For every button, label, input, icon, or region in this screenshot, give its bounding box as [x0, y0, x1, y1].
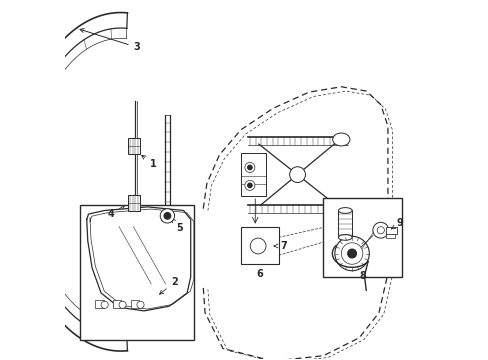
Text: 1: 1: [142, 155, 156, 169]
Ellipse shape: [338, 208, 351, 213]
Circle shape: [244, 162, 254, 172]
Circle shape: [101, 301, 108, 309]
Bar: [338, 211, 351, 237]
Circle shape: [376, 226, 384, 234]
Bar: [95, 300, 103, 308]
Text: 3: 3: [80, 29, 140, 52]
Circle shape: [341, 243, 362, 264]
Circle shape: [289, 167, 305, 183]
Bar: [113, 300, 121, 308]
Circle shape: [137, 301, 144, 309]
Text: 8: 8: [359, 271, 366, 281]
Circle shape: [247, 183, 251, 188]
Bar: [241, 226, 278, 264]
Circle shape: [247, 165, 251, 170]
Bar: [128, 138, 140, 154]
Bar: [131, 300, 139, 308]
Text: 5: 5: [171, 219, 183, 233]
Text: 7: 7: [274, 241, 286, 251]
Text: 6: 6: [256, 269, 263, 279]
Bar: [323, 198, 402, 277]
Circle shape: [347, 249, 356, 258]
Circle shape: [119, 301, 126, 309]
Bar: [386, 226, 396, 234]
Circle shape: [334, 236, 368, 271]
Bar: [386, 234, 394, 238]
Circle shape: [250, 238, 265, 254]
Bar: [241, 153, 265, 196]
Circle shape: [164, 213, 170, 219]
Text: 4: 4: [107, 205, 124, 219]
Circle shape: [372, 222, 388, 238]
Circle shape: [244, 180, 254, 190]
Ellipse shape: [332, 133, 349, 146]
Ellipse shape: [338, 234, 351, 240]
Circle shape: [160, 209, 174, 223]
Text: 9: 9: [391, 218, 403, 229]
Bar: [128, 195, 140, 211]
Bar: [80, 205, 194, 339]
Text: 2: 2: [159, 277, 178, 294]
